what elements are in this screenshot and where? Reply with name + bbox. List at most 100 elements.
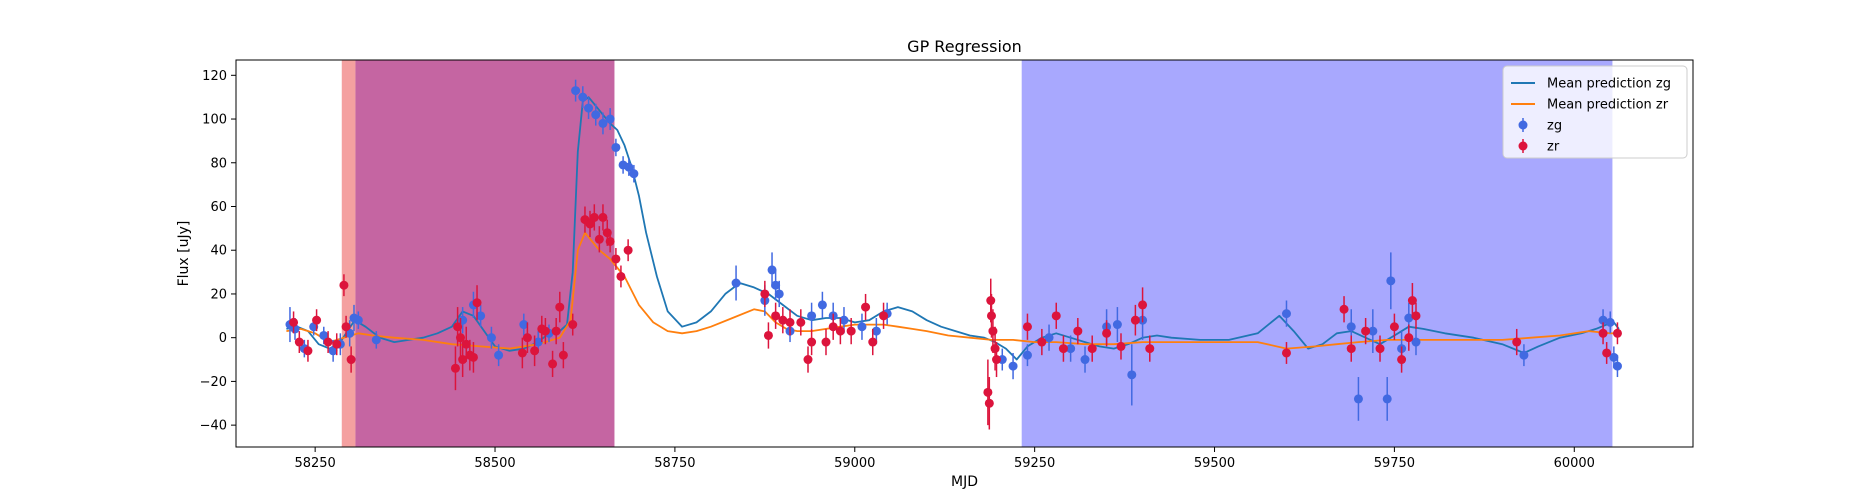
data-point bbox=[1404, 313, 1414, 323]
legend-marker-swatch bbox=[1518, 120, 1528, 130]
data-point bbox=[796, 317, 806, 327]
data-point bbox=[1037, 337, 1047, 347]
data-point bbox=[530, 346, 540, 356]
data-point bbox=[476, 311, 486, 321]
errorbar-series bbox=[285, 79, 1622, 430]
chart-title: GP Regression bbox=[907, 37, 1022, 56]
data-point bbox=[879, 311, 889, 321]
legend-entry-label: zr bbox=[1547, 140, 1560, 155]
data-point bbox=[522, 333, 532, 343]
y-tick-label: 100 bbox=[202, 113, 227, 128]
data-point bbox=[763, 330, 773, 340]
data-point bbox=[990, 344, 1000, 354]
data-point bbox=[1397, 355, 1407, 365]
data-point bbox=[767, 265, 777, 275]
y-tick-label: −20 bbox=[200, 375, 227, 390]
data-point bbox=[1145, 344, 1155, 354]
data-point bbox=[1612, 361, 1622, 371]
data-point bbox=[345, 328, 355, 338]
data-point bbox=[353, 315, 363, 325]
data-point bbox=[303, 346, 313, 356]
data-point bbox=[294, 337, 304, 347]
y-axis-ticks: −40 −20 0 20 40 60 80 100 120 bbox=[200, 69, 236, 434]
data-point bbox=[551, 326, 561, 336]
data-point bbox=[540, 326, 550, 336]
y-tick-label: 120 bbox=[202, 69, 227, 84]
data-point bbox=[468, 352, 478, 362]
data-point bbox=[486, 333, 496, 343]
data-point bbox=[578, 92, 588, 102]
data-point bbox=[611, 142, 621, 152]
data-point bbox=[461, 339, 471, 349]
data-point bbox=[598, 212, 608, 222]
data-point bbox=[312, 315, 322, 325]
data-point bbox=[785, 317, 795, 327]
x-axis-ticks: 58250 58500 58750 59000 59250 59500 59750 60000 bbox=[294, 447, 1595, 471]
x-tick-label: 60000 bbox=[1554, 456, 1595, 471]
data-point bbox=[1051, 311, 1061, 321]
data-point bbox=[585, 219, 595, 229]
data-point bbox=[988, 326, 998, 336]
data-point bbox=[571, 86, 581, 96]
data-point bbox=[1612, 328, 1622, 338]
data-point bbox=[807, 337, 817, 347]
legend-entry-label: Mean prediction zg bbox=[1547, 77, 1671, 92]
y-tick-label: 80 bbox=[210, 156, 227, 171]
data-point bbox=[1519, 350, 1529, 360]
data-point bbox=[1411, 311, 1421, 321]
data-point bbox=[1368, 326, 1378, 336]
x-tick-label: 59500 bbox=[1194, 456, 1235, 471]
data-point bbox=[616, 271, 626, 281]
legend: Mean prediction zg Mean prediction zr zg zr bbox=[1502, 65, 1688, 159]
data-point bbox=[1138, 300, 1148, 310]
data-point bbox=[289, 317, 299, 327]
legend-entry-label: Mean prediction zr bbox=[1547, 98, 1669, 113]
data-point bbox=[774, 289, 784, 299]
data-point bbox=[589, 212, 599, 222]
data-point bbox=[1346, 344, 1356, 354]
data-point bbox=[1598, 315, 1608, 325]
data-point bbox=[339, 280, 349, 290]
shaded-region-2 bbox=[355, 60, 615, 447]
data-point bbox=[1044, 333, 1054, 343]
data-point bbox=[555, 302, 565, 312]
data-point bbox=[519, 320, 529, 330]
y-axis-label: Flux [uJy] bbox=[176, 221, 192, 287]
data-point bbox=[835, 326, 845, 336]
data-point bbox=[1008, 361, 1018, 371]
data-point bbox=[332, 339, 342, 349]
data-point bbox=[986, 311, 996, 321]
data-point bbox=[594, 234, 604, 244]
data-point bbox=[1281, 309, 1291, 319]
data-point bbox=[1411, 337, 1421, 347]
data-point bbox=[328, 346, 338, 356]
legend-entry-label: zg bbox=[1547, 119, 1562, 134]
data-point bbox=[846, 326, 856, 336]
data-point bbox=[458, 355, 468, 365]
data-point bbox=[1407, 296, 1417, 306]
data-point bbox=[517, 348, 527, 358]
data-point bbox=[803, 355, 813, 365]
legend-marker-swatch bbox=[1518, 141, 1528, 151]
data-point bbox=[629, 169, 639, 179]
data-point bbox=[817, 300, 827, 310]
data-point bbox=[857, 322, 867, 332]
x-tick-label: 59750 bbox=[1374, 456, 1415, 471]
x-tick-label: 58250 bbox=[294, 456, 335, 471]
data-point bbox=[605, 236, 615, 246]
data-point bbox=[1087, 344, 1097, 354]
data-point bbox=[1022, 322, 1032, 332]
data-point bbox=[591, 110, 601, 120]
data-point bbox=[1598, 328, 1608, 338]
axes-frame bbox=[235, 59, 1694, 448]
data-point bbox=[1102, 328, 1112, 338]
line-series-2 bbox=[286, 231, 1619, 350]
x-tick-label: 58750 bbox=[654, 456, 695, 471]
data-point bbox=[821, 337, 831, 347]
data-point bbox=[1609, 352, 1619, 362]
data-point bbox=[623, 245, 633, 255]
x-axis-label: MJD bbox=[951, 474, 978, 490]
data-point bbox=[828, 322, 838, 332]
y-tick-label: 40 bbox=[210, 244, 227, 259]
